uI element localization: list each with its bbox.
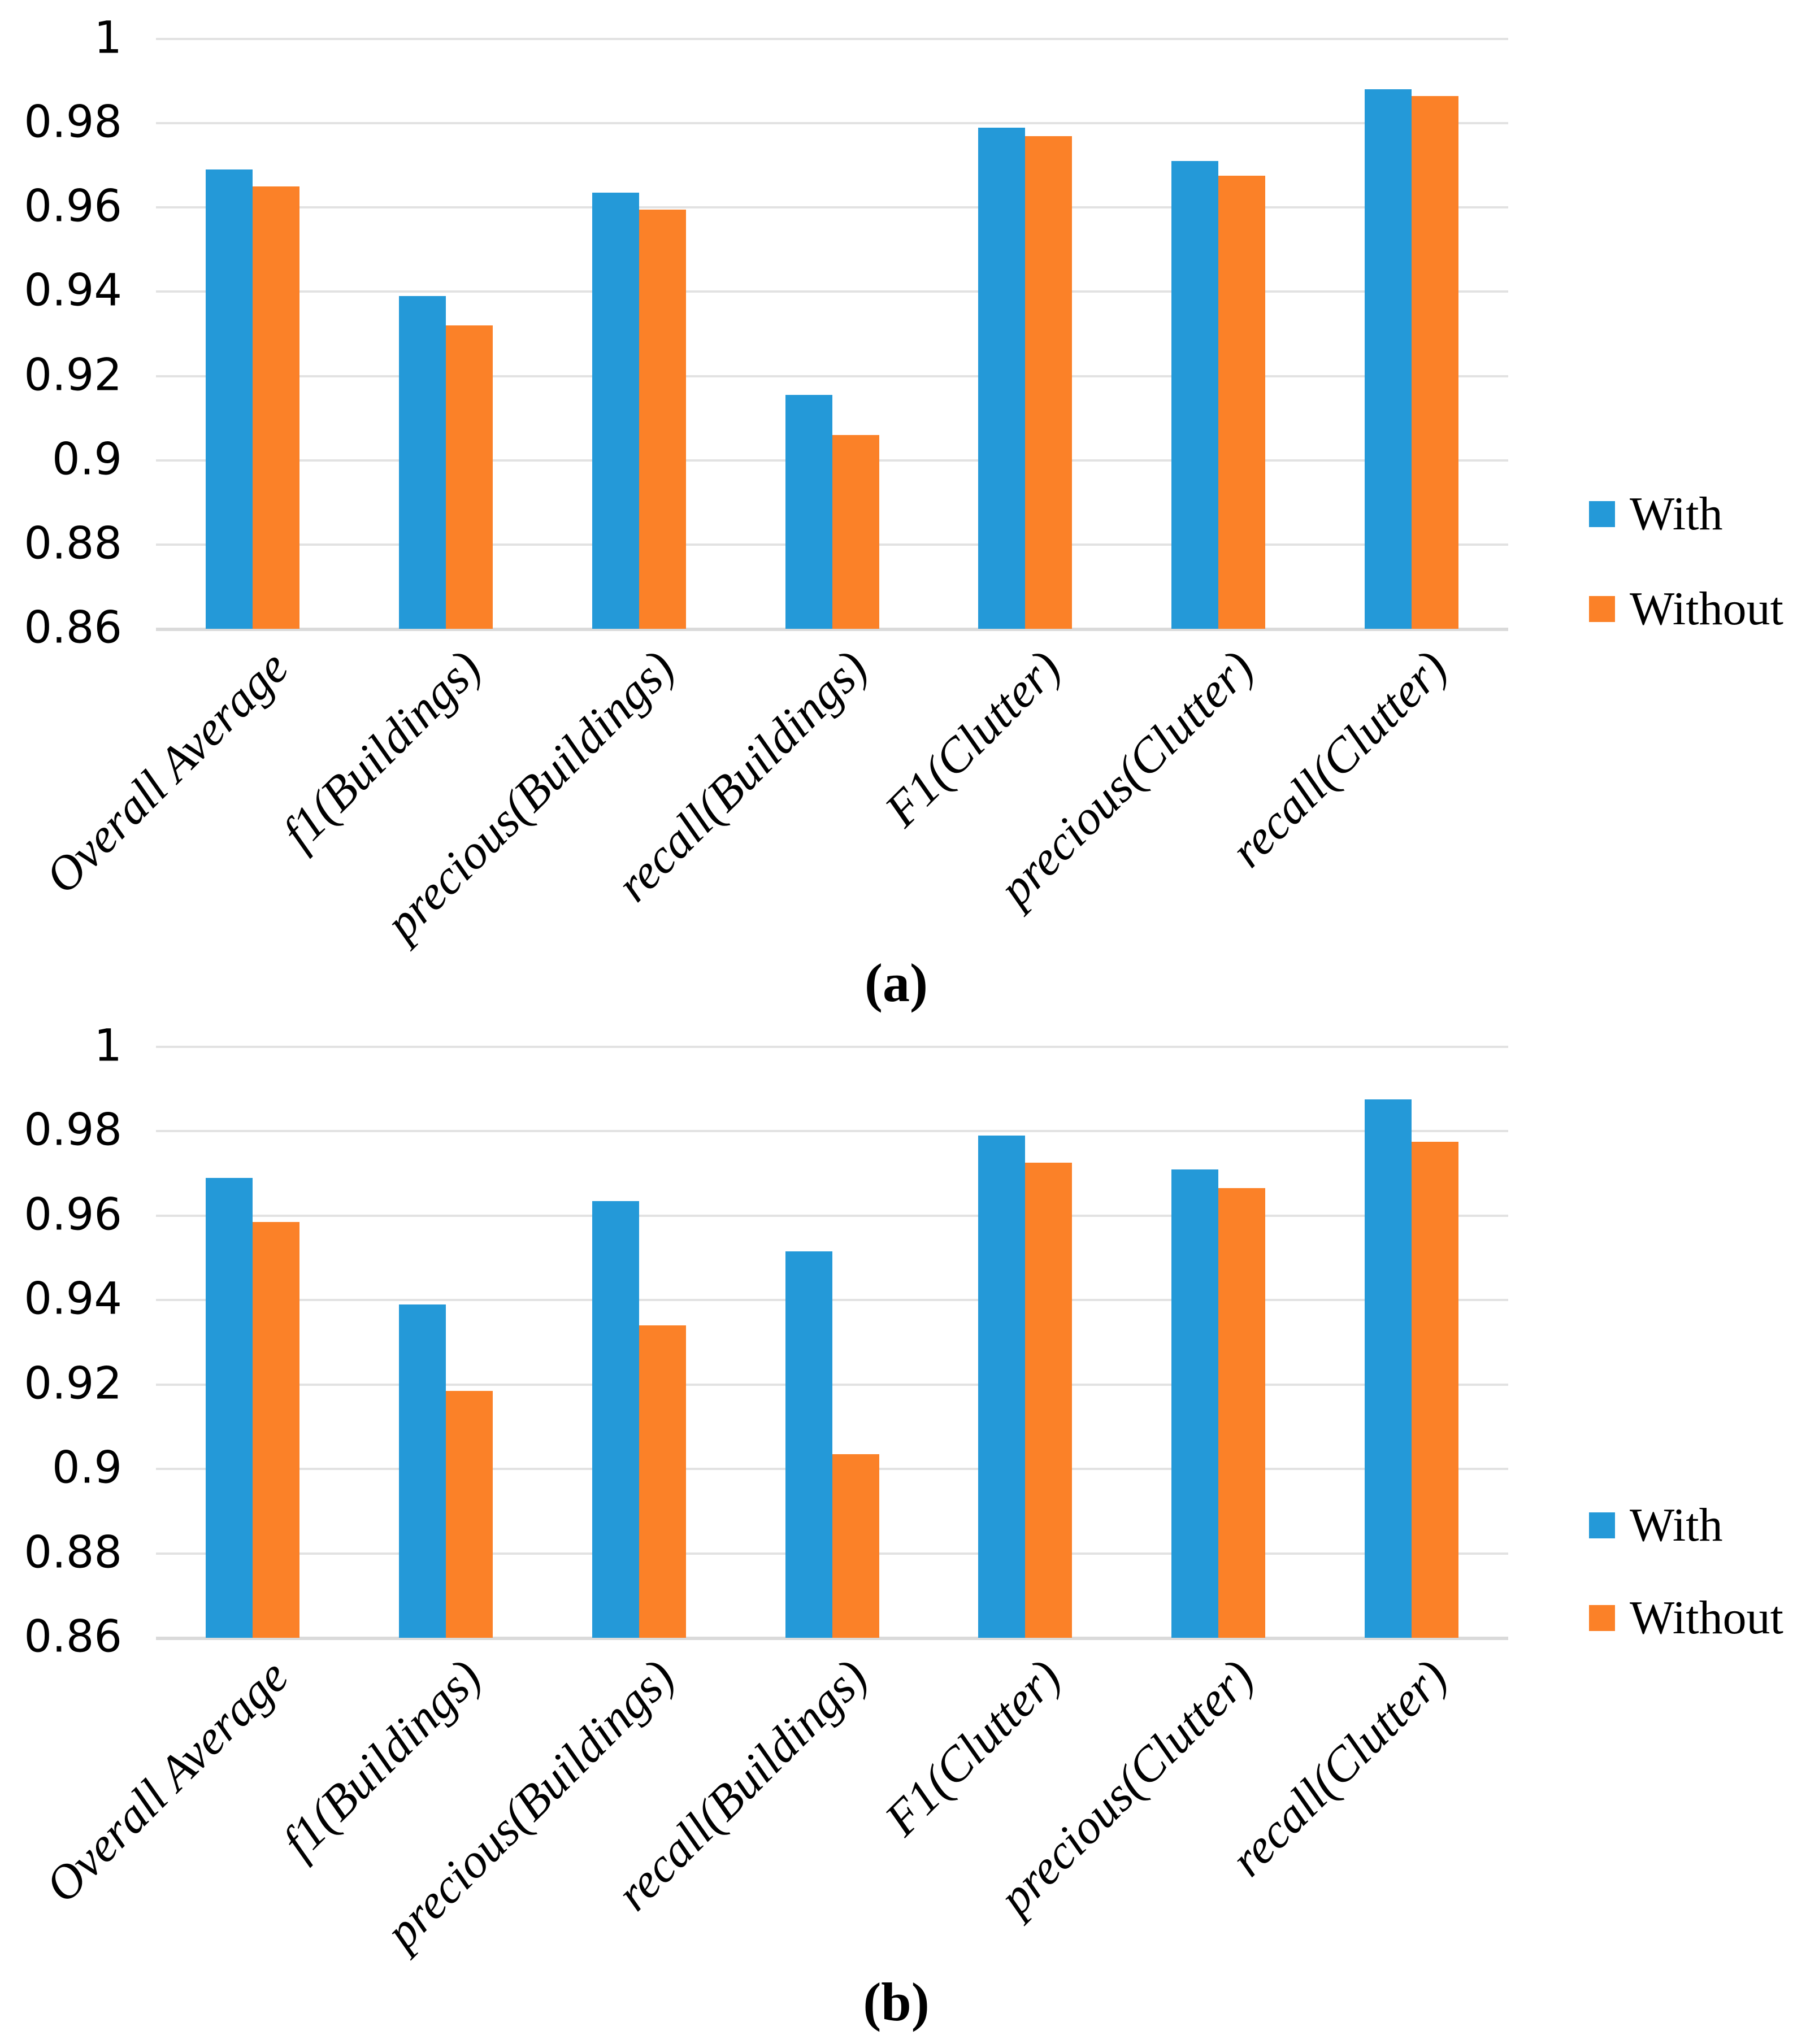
legend-swatch-with — [1589, 1512, 1615, 1538]
bar-without — [832, 434, 879, 629]
gridline — [156, 375, 1508, 377]
bar-with — [592, 1201, 639, 1638]
bar-without — [252, 1222, 299, 1638]
x-axis-line — [156, 1637, 1508, 1640]
y-tick-label: 0.94 — [24, 265, 122, 316]
bar-without — [1025, 1163, 1073, 1638]
caption-b: (b) — [863, 1972, 930, 2032]
legend-swatch-with — [1589, 501, 1615, 527]
bar-without — [1025, 136, 1073, 629]
gridline — [156, 1214, 1508, 1217]
bar-with — [1171, 1169, 1219, 1638]
y-tick-label: 0.86 — [24, 602, 122, 654]
legend-label: Without — [1630, 582, 1783, 635]
gridline — [156, 206, 1508, 209]
y-tick-label: 0.92 — [24, 1358, 122, 1410]
bar-without — [445, 1390, 493, 1638]
x-axis-label: F1(Clutter) — [874, 640, 1071, 837]
y-tick-label: 0.88 — [24, 1527, 122, 1578]
legend-item-without: Without — [1589, 1594, 1783, 1642]
gridline — [156, 1046, 1508, 1048]
y-tick-label: 0.92 — [24, 350, 122, 401]
x-axis-label: Overall Average — [34, 1649, 298, 1913]
bar-with — [205, 169, 253, 629]
y-tick-label: 1 — [94, 1020, 122, 1072]
bar-with — [592, 193, 639, 629]
y-tick-label: 1 — [94, 12, 122, 64]
y-tick-label: 0.96 — [24, 1189, 122, 1241]
legend-item-with: With — [1589, 1502, 1723, 1549]
x-axis-label: Overall Average — [34, 640, 298, 904]
x-axis-label: f1(Buildings) — [271, 1649, 492, 1869]
x-axis-label: F1(Clutter) — [874, 1649, 1071, 1846]
plot-area-b — [156, 1046, 1508, 1640]
x-axis-label: f1(Buildings) — [271, 640, 492, 860]
bar-with — [978, 127, 1026, 629]
bar-with — [398, 295, 446, 629]
x-axis-line — [156, 628, 1508, 631]
bar-with — [1365, 1099, 1412, 1638]
bar-without — [832, 1454, 879, 1638]
y-tick-label: 0.98 — [24, 1104, 122, 1156]
bar-without — [1412, 95, 1459, 629]
y-tick-label: 0.96 — [24, 181, 122, 232]
bar-with — [398, 1304, 446, 1638]
bar-without — [1412, 1142, 1459, 1638]
chart-b: With Without (b) 1 0.98 0.96 0.94 0.92 0.9 0.88… — [0, 1021, 1793, 2044]
chart-a: With Without (a) 1 0.98 0.96 0.94 0.92 0.9 0.88… — [0, 0, 1793, 1021]
legend-label: With — [1630, 488, 1723, 540]
bar-without — [1218, 176, 1266, 629]
bar-with — [1365, 89, 1412, 629]
gridline — [156, 122, 1508, 125]
bar-with — [978, 1135, 1026, 1638]
gridline — [156, 1299, 1508, 1302]
y-tick-label: 0.9 — [51, 434, 122, 485]
y-tick-label: 0.9 — [51, 1442, 122, 1494]
bar-without — [445, 325, 493, 629]
legend-item-without: Without — [1589, 585, 1783, 633]
bar-with — [785, 1251, 832, 1638]
bar-with — [1171, 161, 1219, 629]
y-tick-label: 0.86 — [24, 1611, 122, 1663]
bar-without — [252, 186, 299, 629]
bar-with — [785, 395, 832, 629]
bar-with — [205, 1177, 253, 1638]
gridline — [156, 1383, 1508, 1386]
legend-item-with: With — [1589, 490, 1723, 538]
caption-a: (a) — [865, 953, 928, 1013]
legend-label: With — [1630, 1499, 1723, 1551]
gridline — [156, 290, 1508, 293]
legend-swatch-without — [1589, 1605, 1615, 1631]
legend-label: Without — [1630, 1591, 1783, 1644]
plot-area-a — [156, 38, 1508, 631]
gridline — [156, 38, 1508, 40]
y-tick-label: 0.88 — [24, 518, 122, 569]
legend-swatch-without — [1589, 596, 1615, 622]
bar-without — [639, 210, 686, 629]
bar-without — [639, 1325, 686, 1638]
y-tick-label: 0.94 — [24, 1273, 122, 1325]
y-tick-label: 0.98 — [24, 97, 122, 148]
bar-without — [1218, 1188, 1266, 1638]
gridline — [156, 1130, 1508, 1133]
